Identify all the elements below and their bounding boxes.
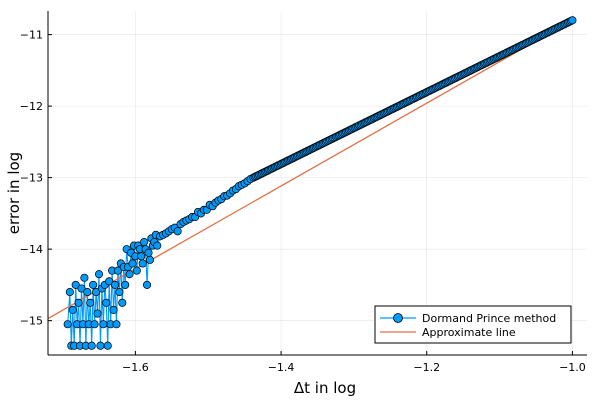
y-tick-label: −12 <box>20 100 43 113</box>
data-point <box>118 298 127 307</box>
data-point <box>77 284 86 293</box>
series-layer <box>47 19 573 346</box>
y-tick-label: −13 <box>20 172 43 185</box>
data-point <box>83 288 92 297</box>
data-point <box>121 280 130 289</box>
data-point <box>128 259 137 268</box>
data-point <box>96 341 105 350</box>
data-point <box>173 227 182 236</box>
grid <box>48 11 587 355</box>
data-point <box>113 266 122 275</box>
data-point <box>89 280 98 289</box>
y-axis-label: error in log <box>5 152 23 234</box>
data-point <box>143 280 152 289</box>
data-point <box>145 255 155 264</box>
data-point <box>71 280 80 289</box>
x-tick-label: −1.0 <box>559 361 586 374</box>
y-tick-label: −15 <box>20 315 43 328</box>
data-point <box>65 288 74 297</box>
legend-box <box>374 305 572 344</box>
data-point <box>93 309 102 318</box>
legend-dp-marker <box>393 313 403 323</box>
x-tick-label: −1.2 <box>413 361 440 374</box>
data-point <box>87 341 96 350</box>
data-point <box>110 280 120 289</box>
data-point <box>90 320 99 329</box>
data-point <box>99 320 108 329</box>
x-axis-label: Δt in log <box>294 379 356 397</box>
data-point <box>86 298 95 307</box>
data-point <box>109 305 118 314</box>
data-point <box>153 241 162 250</box>
data-point <box>103 341 112 350</box>
data-point <box>132 266 141 275</box>
axes <box>47 11 587 356</box>
data-point <box>137 252 146 261</box>
data-point <box>125 270 134 279</box>
legend-dp-label: Dormand Prince method <box>422 312 556 325</box>
legend: Dormand Prince method Approximate line <box>374 305 572 344</box>
x-tick-label: −1.6 <box>122 361 149 374</box>
data-point <box>102 298 111 307</box>
data-point <box>74 298 83 307</box>
x-tick-label: −1.4 <box>268 361 295 374</box>
y-tick-label: −14 <box>20 243 43 256</box>
marker-layer <box>63 16 577 350</box>
data-point <box>568 16 577 25</box>
data-point <box>63 320 72 329</box>
data-point <box>138 259 147 268</box>
data-point <box>112 320 121 329</box>
y-tick-label: −11 <box>20 29 43 42</box>
tick-labels: −1.6 −1.4 −1.2 −1.0 −15 −14 −13 −12 −11 <box>20 29 586 374</box>
data-point <box>94 270 104 279</box>
data-point <box>115 288 124 297</box>
data-point <box>144 248 153 257</box>
data-point <box>80 273 89 282</box>
legend-approx-label: Approximate line <box>422 326 516 339</box>
data-point <box>92 288 101 297</box>
data-point <box>140 237 149 247</box>
data-point <box>105 277 114 286</box>
data-point <box>68 305 77 314</box>
